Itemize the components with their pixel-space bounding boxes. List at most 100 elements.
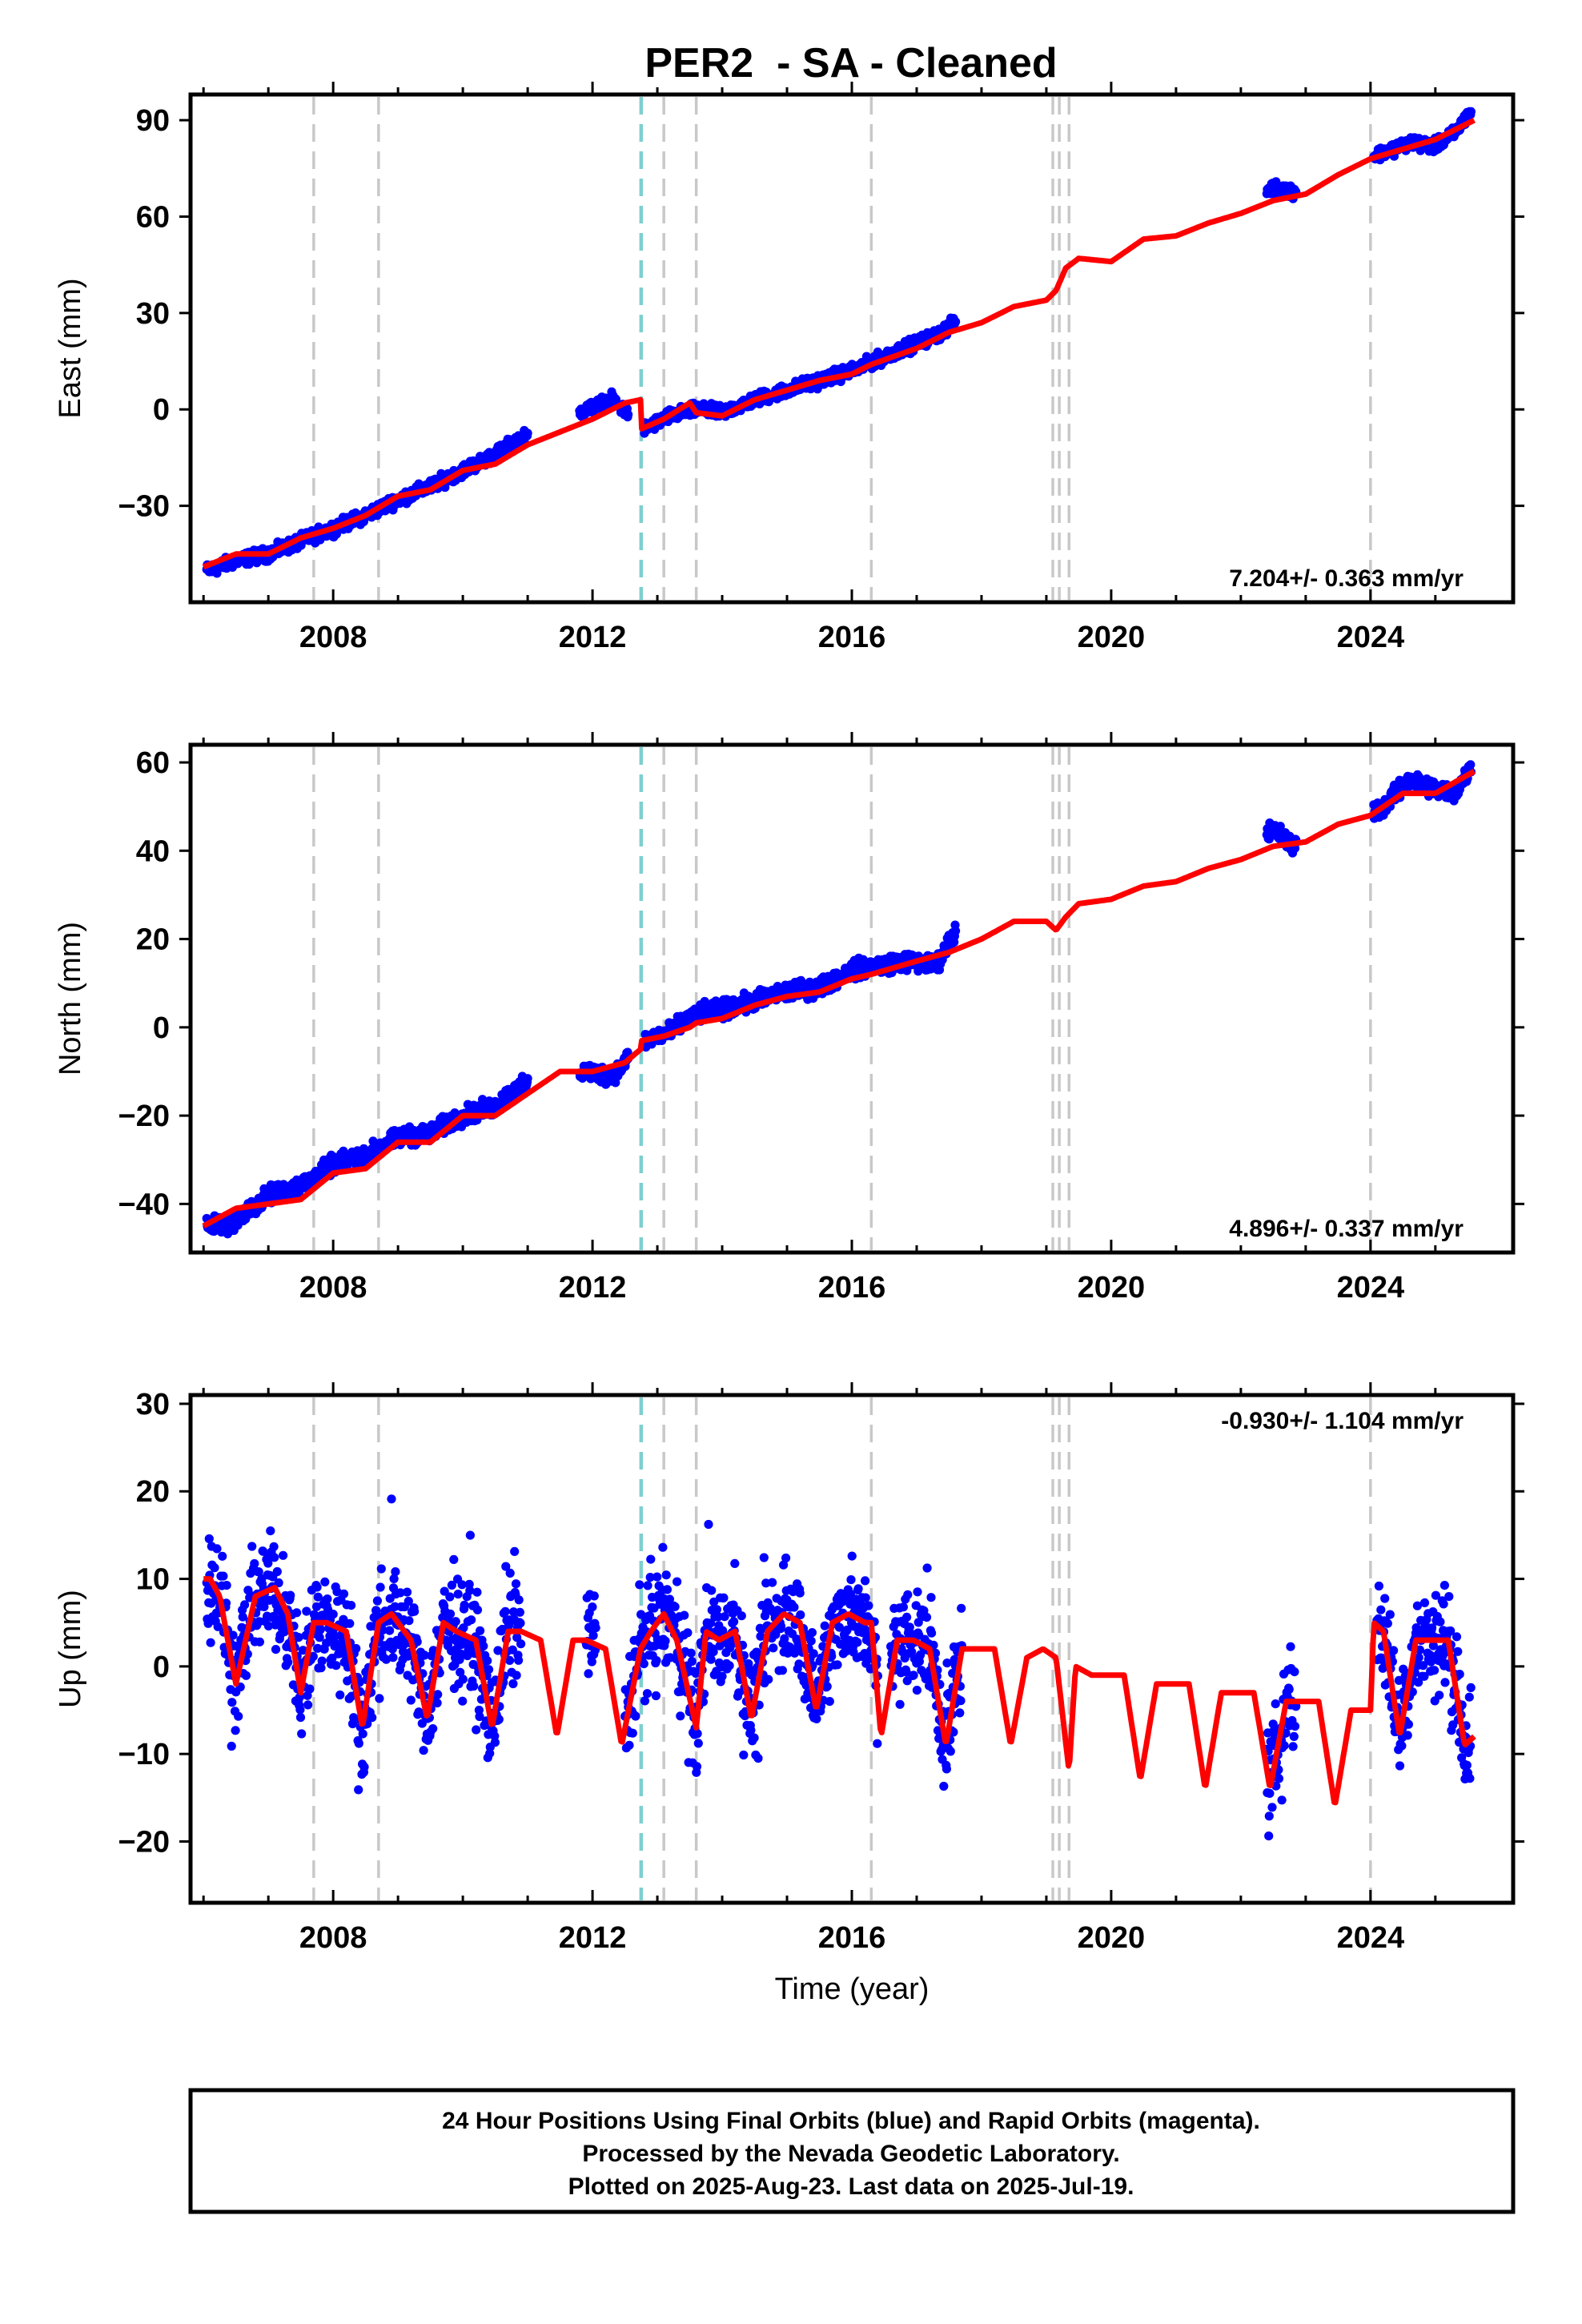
data-point <box>218 1551 227 1561</box>
chart-title: PER2 - SA - Cleaned <box>644 40 1057 86</box>
data-point <box>676 1711 685 1721</box>
data-point <box>898 1602 908 1612</box>
data-point <box>367 1713 377 1723</box>
data-point <box>320 1577 330 1586</box>
data-point <box>372 1596 382 1606</box>
data-point <box>388 1653 398 1663</box>
data-point <box>781 1553 791 1563</box>
data-point <box>584 1669 593 1679</box>
data-point <box>588 1602 597 1612</box>
data-point <box>445 1609 456 1618</box>
data-point <box>286 1590 295 1600</box>
data-point <box>624 1740 634 1750</box>
data-point <box>795 1588 805 1598</box>
data-point <box>523 428 532 438</box>
data-point <box>247 1542 257 1551</box>
data-point <box>822 1682 832 1691</box>
data-point <box>1395 1761 1405 1771</box>
data-point <box>270 1553 279 1562</box>
data-point <box>628 1728 637 1738</box>
data-point <box>387 1494 396 1504</box>
data-point <box>769 1643 778 1653</box>
data-point <box>1290 1722 1300 1731</box>
data-point <box>768 1578 777 1587</box>
data-point <box>652 1572 662 1582</box>
x-tick-label: 2012 <box>559 1271 627 1305</box>
x-tick-label: 2016 <box>818 1271 886 1305</box>
data-point <box>1267 1803 1277 1812</box>
data-point <box>680 1610 689 1620</box>
data-point <box>1383 1618 1392 1628</box>
data-point <box>317 1656 327 1666</box>
data-point <box>234 1711 243 1721</box>
x-tick-label: 2016 <box>818 621 886 654</box>
data-point <box>707 1586 717 1595</box>
data-point <box>295 1713 306 1723</box>
data-point <box>283 1658 293 1667</box>
data-point <box>295 1705 305 1715</box>
data-point <box>391 1567 400 1577</box>
data-point <box>523 1074 532 1084</box>
y-tick-label: 30 <box>136 297 170 331</box>
data-point <box>922 1563 932 1573</box>
data-point <box>589 1591 599 1601</box>
data-point <box>1380 1594 1390 1603</box>
data-point <box>903 1590 913 1599</box>
data-point <box>794 1659 804 1669</box>
data-point <box>719 1593 729 1602</box>
data-point <box>717 1671 727 1681</box>
data-point <box>749 1733 759 1743</box>
data-point <box>458 1696 468 1706</box>
data-point <box>643 1581 652 1590</box>
data-point <box>825 1697 834 1707</box>
data-point <box>458 1675 468 1684</box>
data-point <box>505 1568 515 1578</box>
data-point <box>1264 1811 1274 1821</box>
data-point <box>902 1612 912 1622</box>
east-rate-label: 7.204+/- 0.363 mm/yr <box>1229 565 1464 592</box>
data-point <box>271 1645 281 1655</box>
data-point <box>339 1589 349 1598</box>
data-point <box>451 1617 460 1626</box>
data-point <box>806 1636 816 1646</box>
data-point <box>484 1665 494 1675</box>
data-point <box>227 1741 236 1751</box>
up-data-points <box>202 1494 1476 1841</box>
north-data-points <box>202 760 1476 1239</box>
data-point <box>939 1781 949 1791</box>
data-point <box>266 1526 275 1536</box>
x-tick-label: 2024 <box>1337 1271 1405 1305</box>
data-point <box>853 1584 863 1594</box>
data-point <box>449 1554 459 1564</box>
data-point <box>846 1575 856 1585</box>
data-point <box>809 1649 818 1659</box>
data-point <box>833 1660 842 1670</box>
data-point <box>951 926 961 935</box>
data-point <box>476 1626 485 1635</box>
data-point <box>670 1602 680 1611</box>
data-point <box>820 1621 829 1630</box>
data-point <box>1288 1742 1298 1751</box>
data-point <box>661 1570 671 1580</box>
data-point <box>331 1661 341 1671</box>
data-point <box>759 1553 769 1562</box>
data-point <box>312 1582 322 1592</box>
data-point <box>328 1610 338 1619</box>
data-point <box>409 1606 420 1616</box>
data-point <box>909 1671 918 1680</box>
data-point <box>515 1607 525 1617</box>
data-point <box>1466 107 1476 116</box>
data-point <box>807 1628 817 1638</box>
data-point <box>514 1655 524 1665</box>
data-point <box>210 1563 219 1573</box>
data-point <box>737 1611 746 1621</box>
data-point <box>250 1558 259 1569</box>
data-point <box>683 1628 693 1638</box>
data-point <box>231 1726 240 1735</box>
y-tick-label: 0 <box>153 1011 170 1045</box>
data-point <box>204 1534 214 1544</box>
data-point <box>864 1601 873 1610</box>
